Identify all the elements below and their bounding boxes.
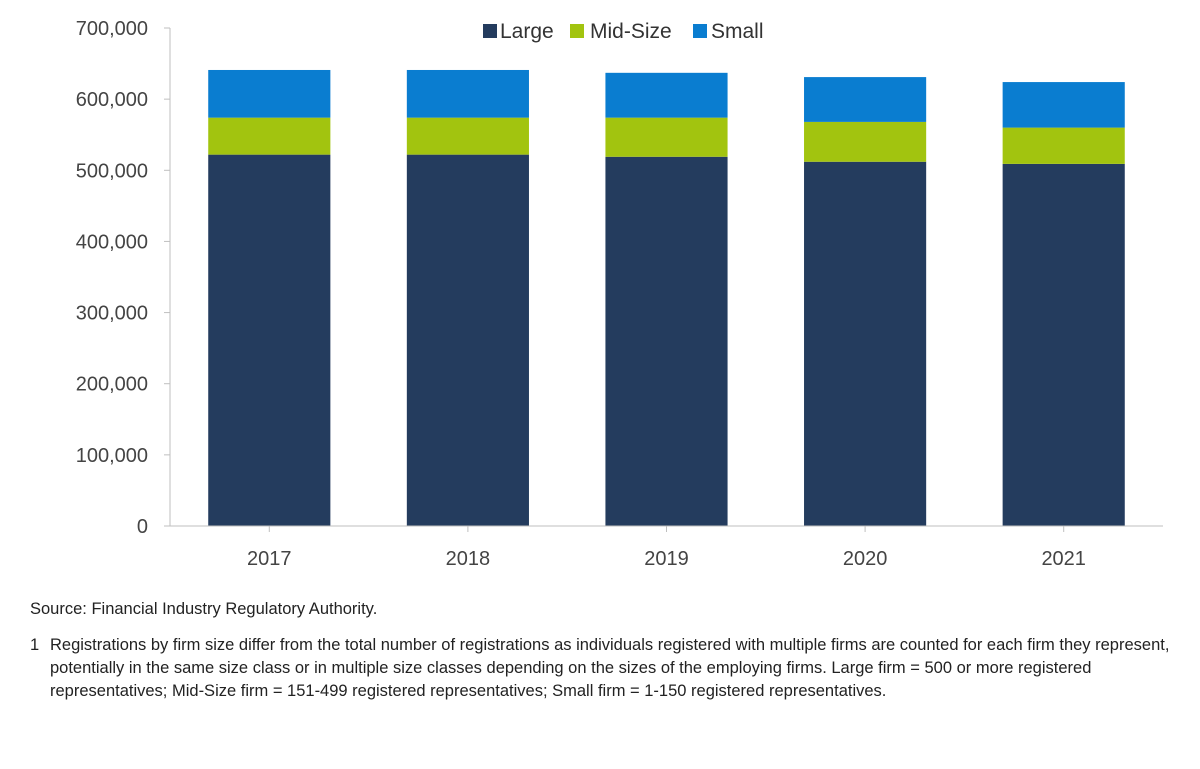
x-axis: 2017 2018 2019 2020 2021 [170,525,1163,570]
legend-swatch [483,24,497,38]
bar-segment-mid-size-2020 [804,121,927,162]
bar-segment-mid-size-2019 [605,117,728,157]
bar-group-2021 [1002,82,1125,526]
bar-segment-small-2018 [406,69,529,118]
footnote-text: Registrations by firm size differ from t… [50,636,1170,700]
y-tick-label: 500,000 [76,160,148,182]
footnote-number: 1 [30,636,40,654]
y-tick-label: 300,000 [76,303,148,325]
bar-group-2017 [208,69,331,527]
y-tick-label: 700,000 [76,18,148,40]
bar-segment-small-2017 [208,69,331,118]
x-tick-label: 2021 [1041,548,1086,570]
legend-item-mid-size: Mid-Size [570,20,672,43]
legend-label: Large [500,20,554,43]
x-tick-label: 2018 [446,548,491,570]
bar-segment-small-2019 [605,72,728,118]
bar-segment-mid-size-2017 [208,117,331,155]
legend-item-large: Large [483,20,554,43]
y-tick-label: 400,000 [76,231,148,253]
stacked-bar-chart: Large Mid-Size Small 0 100,000 200,000 300,00… [76,18,1163,570]
legend-swatch [693,24,707,38]
chart-notes: Source: Financial Industry Regulatory Au… [30,598,1180,703]
bar-group-2018 [406,69,529,527]
legend-label: Mid-Size [590,20,672,43]
bar-segment-small-2020 [804,77,927,122]
bar-group-2020 [804,77,927,526]
source-note: Source: Financial Industry Regulatory Au… [30,600,378,618]
y-tick-label: 100,000 [76,445,148,467]
y-tick-label: 0 [137,516,148,538]
legend-swatch [570,24,584,38]
y-tick-label: 200,000 [76,374,148,396]
bar-segment-mid-size-2021 [1002,127,1125,164]
footnote: 1 Registrations by firm size differ from… [30,634,1180,703]
legend-label: Small [711,20,764,43]
x-tick-label: 2017 [247,548,292,570]
bar-group-2019 [605,72,728,527]
bar-segment-small-2021 [1002,82,1125,128]
bar-segment-large-2019 [605,156,728,527]
y-axis: 0 100,000 200,000 300,000 400,000 500,000 600,… [76,18,171,538]
bar-segment-large-2018 [406,154,529,527]
bar-segment-mid-size-2018 [406,117,529,155]
x-tick-label: 2020 [843,548,888,570]
bars [208,69,1125,527]
legend-item-small: Small [693,20,764,43]
x-tick-label: 2019 [644,548,689,570]
bar-segment-large-2021 [1002,163,1125,526]
bar-segment-large-2020 [804,161,927,526]
legend: Large Mid-Size Small [483,20,764,43]
bar-segment-large-2017 [208,154,331,527]
y-tick-label: 600,000 [76,89,148,111]
